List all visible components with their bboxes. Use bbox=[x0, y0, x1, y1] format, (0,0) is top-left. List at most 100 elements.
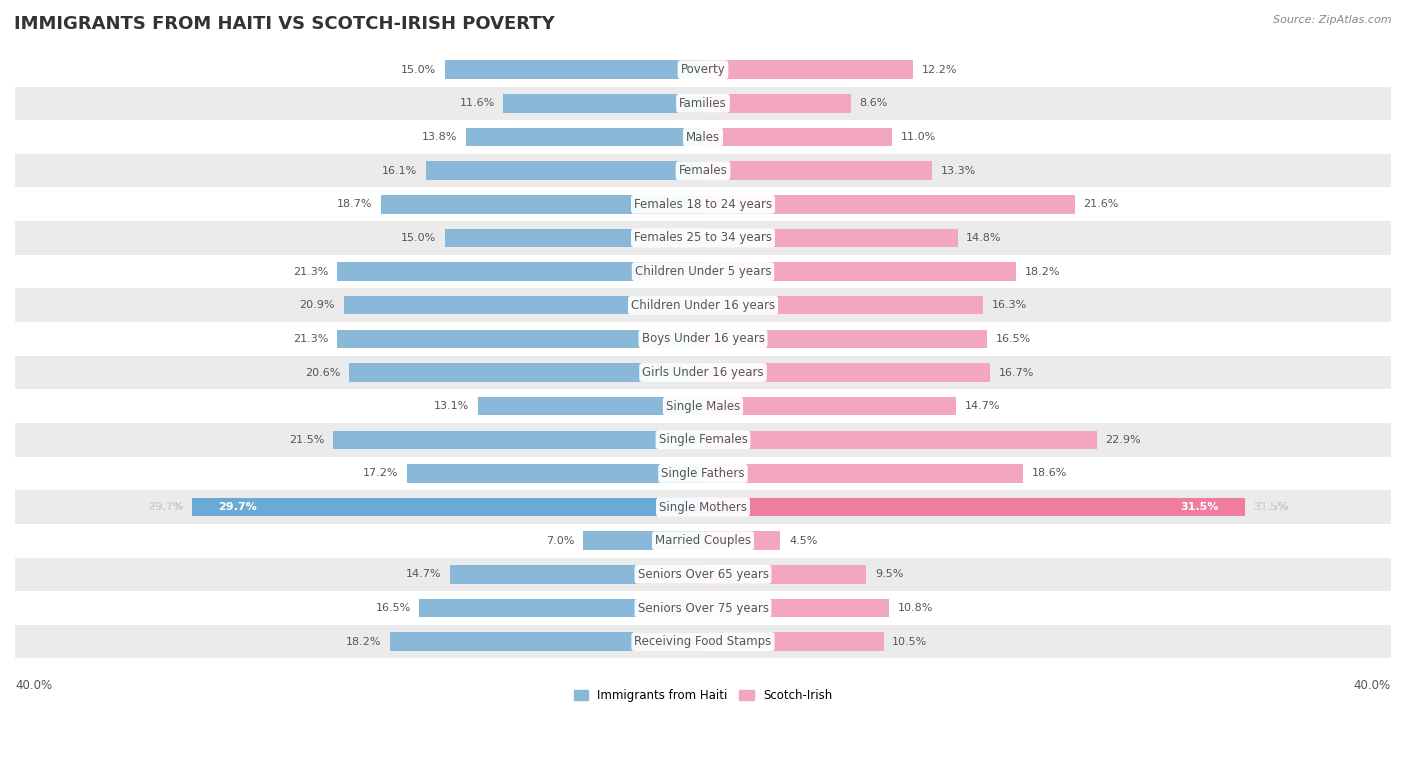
Text: 12.2%: 12.2% bbox=[921, 64, 957, 75]
Text: 14.8%: 14.8% bbox=[966, 233, 1001, 243]
Text: 40.0%: 40.0% bbox=[15, 678, 52, 691]
Text: Seniors Over 65 years: Seniors Over 65 years bbox=[637, 568, 769, 581]
Bar bbox=[349, 363, 703, 382]
Bar bbox=[446, 229, 703, 247]
Bar bbox=[703, 531, 780, 550]
Text: 18.6%: 18.6% bbox=[1032, 468, 1067, 478]
Bar bbox=[703, 195, 1074, 214]
Bar bbox=[15, 558, 1391, 591]
Text: Single Females: Single Females bbox=[658, 434, 748, 446]
Text: Receiving Food Stamps: Receiving Food Stamps bbox=[634, 635, 772, 648]
Text: 14.7%: 14.7% bbox=[406, 569, 441, 579]
Bar bbox=[343, 296, 703, 315]
Text: 40.0%: 40.0% bbox=[1354, 678, 1391, 691]
Text: 15.0%: 15.0% bbox=[401, 64, 436, 75]
Bar bbox=[15, 524, 1391, 558]
Bar bbox=[703, 632, 883, 651]
Text: Source: ZipAtlas.com: Source: ZipAtlas.com bbox=[1274, 15, 1392, 25]
Bar bbox=[703, 128, 893, 146]
Bar bbox=[15, 221, 1391, 255]
Text: Single Males: Single Males bbox=[666, 399, 740, 412]
Bar bbox=[15, 490, 1391, 524]
Bar bbox=[15, 456, 1391, 490]
Text: 29.7%: 29.7% bbox=[148, 502, 184, 512]
Text: Single Fathers: Single Fathers bbox=[661, 467, 745, 480]
Bar bbox=[703, 161, 932, 180]
Bar bbox=[703, 363, 990, 382]
Text: 4.5%: 4.5% bbox=[789, 536, 817, 546]
Text: 29.7%: 29.7% bbox=[148, 502, 184, 512]
Bar bbox=[15, 288, 1391, 322]
Text: 21.6%: 21.6% bbox=[1083, 199, 1119, 209]
Bar bbox=[336, 262, 703, 280]
Bar bbox=[381, 195, 703, 214]
Text: Children Under 16 years: Children Under 16 years bbox=[631, 299, 775, 312]
Bar bbox=[419, 599, 703, 617]
Bar bbox=[15, 390, 1391, 423]
Bar bbox=[15, 53, 1391, 86]
Text: 31.5%: 31.5% bbox=[1253, 502, 1289, 512]
Bar bbox=[703, 330, 987, 348]
Text: 16.5%: 16.5% bbox=[375, 603, 411, 613]
Bar bbox=[15, 86, 1391, 121]
Text: 13.3%: 13.3% bbox=[941, 166, 976, 176]
Text: Boys Under 16 years: Boys Under 16 years bbox=[641, 332, 765, 346]
Bar bbox=[15, 187, 1391, 221]
Text: Poverty: Poverty bbox=[681, 63, 725, 77]
Bar bbox=[582, 531, 703, 550]
Text: 16.5%: 16.5% bbox=[995, 334, 1031, 344]
Text: 15.0%: 15.0% bbox=[401, 233, 436, 243]
Text: Children Under 5 years: Children Under 5 years bbox=[634, 265, 772, 278]
Text: Females 18 to 24 years: Females 18 to 24 years bbox=[634, 198, 772, 211]
Bar bbox=[15, 255, 1391, 288]
Bar bbox=[703, 296, 983, 315]
Text: 18.7%: 18.7% bbox=[337, 199, 373, 209]
Legend: Immigrants from Haiti, Scotch-Irish: Immigrants from Haiti, Scotch-Irish bbox=[569, 684, 837, 707]
Bar bbox=[336, 330, 703, 348]
Bar bbox=[703, 229, 957, 247]
Bar bbox=[703, 565, 866, 584]
Text: Seniors Over 75 years: Seniors Over 75 years bbox=[637, 602, 769, 615]
Text: 29.7%: 29.7% bbox=[218, 502, 257, 512]
Text: 21.5%: 21.5% bbox=[290, 435, 325, 445]
Text: Married Couples: Married Couples bbox=[655, 534, 751, 547]
Text: 17.2%: 17.2% bbox=[363, 468, 398, 478]
Text: 20.9%: 20.9% bbox=[299, 300, 335, 310]
Bar bbox=[15, 356, 1391, 390]
Bar bbox=[389, 632, 703, 651]
Bar bbox=[193, 498, 703, 516]
Bar bbox=[703, 599, 889, 617]
Bar bbox=[15, 121, 1391, 154]
Bar bbox=[703, 498, 1244, 516]
Text: Families: Families bbox=[679, 97, 727, 110]
Bar bbox=[15, 591, 1391, 625]
Bar bbox=[703, 431, 1097, 449]
Text: 16.7%: 16.7% bbox=[998, 368, 1035, 377]
Bar bbox=[703, 397, 956, 415]
Text: 13.1%: 13.1% bbox=[434, 401, 470, 411]
Text: Males: Males bbox=[686, 130, 720, 143]
Text: 8.6%: 8.6% bbox=[859, 99, 889, 108]
Text: 31.5%: 31.5% bbox=[1253, 502, 1289, 512]
Bar bbox=[465, 128, 703, 146]
Text: 10.8%: 10.8% bbox=[897, 603, 932, 613]
Text: 16.3%: 16.3% bbox=[993, 300, 1028, 310]
Text: Single Mothers: Single Mothers bbox=[659, 500, 747, 514]
Text: Girls Under 16 years: Girls Under 16 years bbox=[643, 366, 763, 379]
Bar bbox=[446, 61, 703, 79]
Text: 21.3%: 21.3% bbox=[292, 267, 328, 277]
Text: 10.5%: 10.5% bbox=[893, 637, 928, 647]
Bar bbox=[15, 322, 1391, 356]
Bar bbox=[426, 161, 703, 180]
Bar bbox=[408, 464, 703, 483]
Bar bbox=[503, 94, 703, 113]
Text: 9.5%: 9.5% bbox=[875, 569, 904, 579]
Text: Females 25 to 34 years: Females 25 to 34 years bbox=[634, 231, 772, 244]
Text: 18.2%: 18.2% bbox=[1025, 267, 1060, 277]
Text: 22.9%: 22.9% bbox=[1105, 435, 1142, 445]
Bar bbox=[15, 423, 1391, 456]
Bar bbox=[15, 154, 1391, 187]
Text: 16.1%: 16.1% bbox=[382, 166, 418, 176]
Text: Females: Females bbox=[679, 164, 727, 177]
Text: 20.6%: 20.6% bbox=[305, 368, 340, 377]
